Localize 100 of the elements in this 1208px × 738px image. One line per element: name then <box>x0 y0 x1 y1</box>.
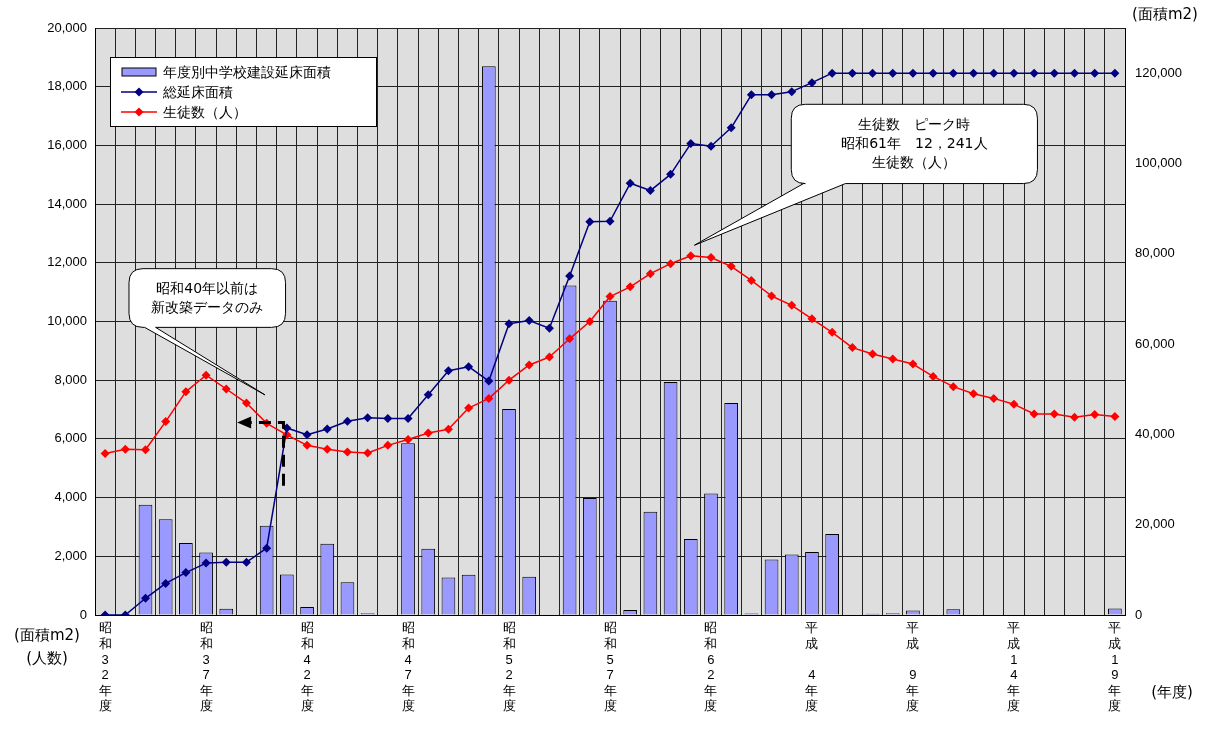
point <box>544 352 554 362</box>
x-tick-label: 昭和52年度 <box>502 620 516 714</box>
point <box>645 186 655 196</box>
point <box>504 319 514 329</box>
point <box>767 291 777 301</box>
point <box>1090 410 1100 420</box>
annotation: 新改築データのみ <box>150 298 265 317</box>
point <box>585 217 595 227</box>
y-tick-label: 0 <box>79 606 87 622</box>
x-axis-title: (年度) <box>1151 682 1193 701</box>
point <box>1029 409 1039 419</box>
point <box>625 178 635 188</box>
point <box>504 375 514 385</box>
point <box>868 349 878 359</box>
point <box>221 384 231 394</box>
point <box>746 90 756 100</box>
point <box>1049 68 1059 78</box>
point <box>403 414 413 424</box>
point <box>342 416 352 426</box>
annotation: 昭和61年 12，241人 <box>840 134 989 153</box>
y2-tick-label: 60,000 <box>1135 335 1175 351</box>
point <box>140 593 150 603</box>
point <box>201 370 211 380</box>
point <box>181 387 191 397</box>
x-tick-label: 昭和62年度 <box>704 620 718 714</box>
y-axis-title: (面積m2) (人数) <box>14 625 80 667</box>
annotation: 昭和40年以前は <box>155 279 260 298</box>
point <box>161 578 171 588</box>
point <box>807 314 817 324</box>
x-tick-label: 昭和47年度 <box>401 620 415 714</box>
y2-tick-label: 120,000 <box>1135 64 1182 80</box>
y-tick-label: 14,000 <box>47 195 87 211</box>
point <box>262 543 272 553</box>
point <box>443 366 453 376</box>
point <box>383 440 393 450</box>
point <box>686 251 696 261</box>
legend-label: 生徒数（人） <box>163 103 248 123</box>
point <box>464 403 474 413</box>
point <box>767 90 777 100</box>
y2-tick-label: 100,000 <box>1135 155 1182 171</box>
point <box>989 393 999 403</box>
point <box>888 354 898 364</box>
x-tick-label: 昭和32年度 <box>98 620 112 714</box>
point <box>1009 68 1019 78</box>
point <box>363 413 373 423</box>
annotation: 生徒数（人） <box>871 153 958 172</box>
point <box>565 271 575 281</box>
point <box>1090 68 1100 78</box>
point <box>181 568 191 578</box>
point <box>221 557 231 567</box>
point <box>706 253 716 263</box>
category-label: 平成4年度 <box>805 620 819 714</box>
point <box>847 68 857 78</box>
point <box>989 68 999 78</box>
point <box>686 139 696 149</box>
point <box>423 390 433 400</box>
point <box>666 259 676 269</box>
point <box>565 334 575 344</box>
point <box>827 68 837 78</box>
point <box>544 323 554 333</box>
point <box>342 447 352 457</box>
point <box>464 362 474 372</box>
legend-label: 年度別中学校建設延床面積 <box>163 63 332 83</box>
y-tick-label: 16,000 <box>47 136 87 152</box>
point <box>302 440 312 450</box>
point <box>1070 412 1080 422</box>
point <box>1110 68 1120 78</box>
y-tick-label: 4,000 <box>54 489 87 505</box>
point <box>484 393 494 403</box>
point <box>726 123 736 133</box>
point <box>302 430 312 440</box>
point <box>403 434 413 444</box>
x-tick-label: 昭和42年度 <box>300 620 314 714</box>
x-tick-label: 昭和57年度 <box>603 620 617 714</box>
point <box>847 343 857 353</box>
y2-tick-label: 40,000 <box>1135 425 1175 441</box>
point <box>827 327 837 337</box>
point <box>524 360 534 370</box>
y2-tick-label: 20,000 <box>1135 516 1175 532</box>
point <box>1049 409 1059 419</box>
point <box>928 371 938 381</box>
y-tick-label: 12,000 <box>47 254 87 270</box>
point <box>100 449 110 459</box>
point <box>585 317 595 326</box>
point <box>928 68 938 78</box>
point <box>908 359 918 369</box>
point <box>969 68 979 78</box>
point <box>868 68 878 78</box>
y-tick-label: 2,000 <box>54 547 87 563</box>
point <box>120 444 130 454</box>
point <box>706 141 716 151</box>
point <box>787 87 797 97</box>
y-tick-label: 8,000 <box>54 371 87 387</box>
point <box>423 428 433 438</box>
point <box>201 558 211 568</box>
point <box>787 300 797 310</box>
point <box>807 78 817 88</box>
y-tick-label: 20,000 <box>47 19 87 35</box>
point <box>322 444 332 454</box>
point <box>1029 68 1039 78</box>
